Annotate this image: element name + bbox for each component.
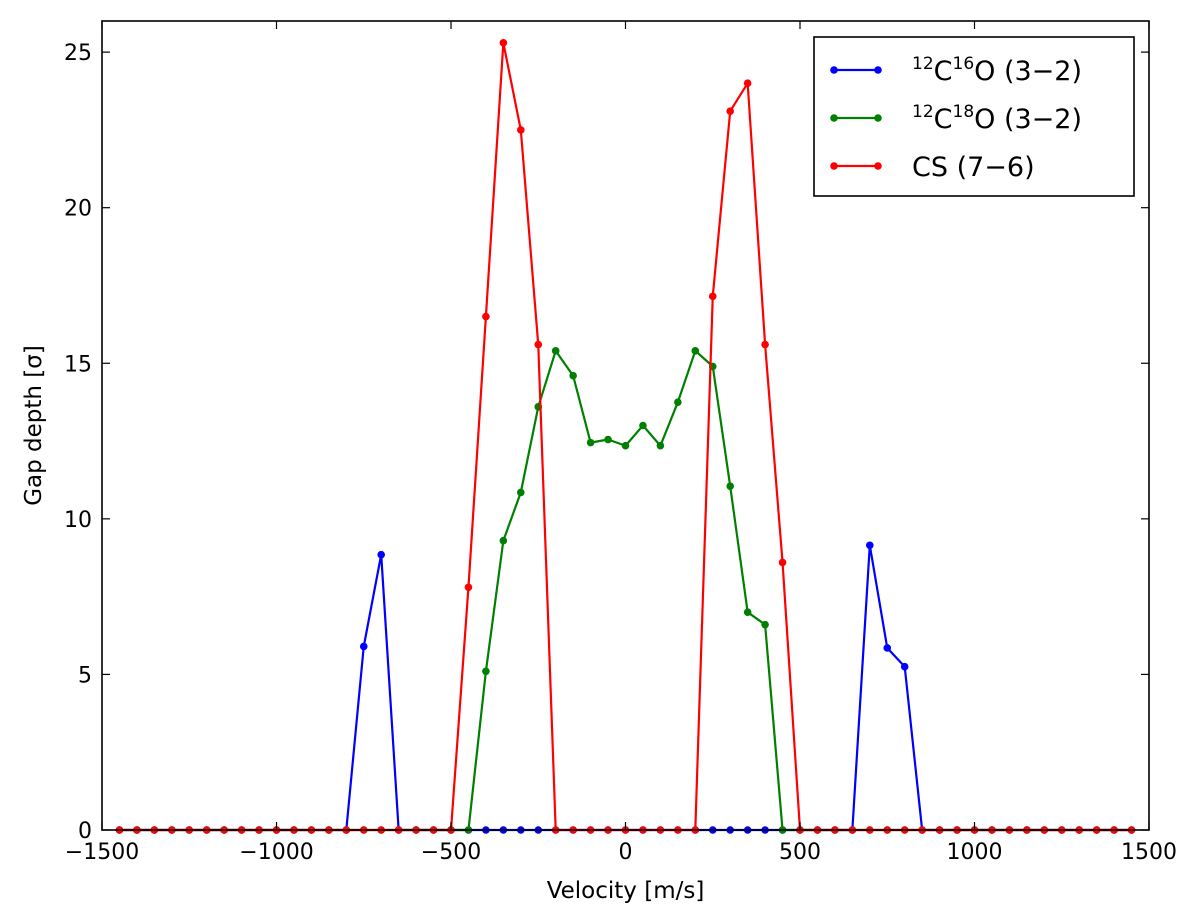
series-3-point	[761, 340, 769, 349]
series-3-point	[726, 107, 734, 116]
series-3-point	[517, 126, 525, 134]
legend-label: 12C16O (3−2)	[912, 54, 1082, 87]
series-2-point	[517, 488, 525, 497]
series-2-point	[569, 371, 577, 380]
x-axis-label: Velocity [m/s]	[547, 878, 705, 904]
series-2-point	[482, 667, 490, 676]
x-tick-label: 0	[619, 840, 633, 865]
legend: 12C16O (3−2) 12C18O (3−2) CS (7−6)	[813, 36, 1135, 197]
series-1-point	[359, 642, 368, 651]
y-tick-label: 0	[78, 819, 92, 844]
series-2-point	[691, 347, 700, 355]
series-2-point	[586, 438, 595, 447]
series-3-point	[499, 38, 508, 47]
legend-box	[813, 36, 1135, 197]
y-tick-label: 15	[64, 352, 92, 377]
legend-marker	[830, 162, 838, 170]
series-2-point	[726, 482, 734, 490]
series-3-point	[464, 583, 473, 592]
y-tick-label: 5	[78, 663, 92, 688]
series-3-point	[743, 79, 752, 88]
series-2-point	[656, 441, 665, 450]
x-tick-label: −1000	[239, 840, 313, 865]
x-tick-label: 500	[779, 840, 821, 865]
series-1-point	[900, 662, 909, 671]
legend-marker	[874, 162, 882, 170]
legend-label: CS (7−6)	[912, 152, 1035, 183]
series-1-point	[866, 541, 874, 550]
x-tick-label: 1000	[947, 840, 1003, 865]
axes-layer: −1500 −1000 −500 0 500 1000 1500 0 5 10 15 20 25	[64, 20, 1177, 865]
series-2-point	[674, 398, 682, 406]
legend-marker	[830, 114, 838, 122]
y-axis-label: Gap depth [σ]	[21, 345, 47, 506]
series-2-point	[551, 347, 560, 355]
y-tick-label: 10	[64, 508, 92, 533]
legend-marker	[874, 66, 882, 74]
series-2-point	[621, 441, 630, 450]
legend-label: 12C18O (3−2)	[912, 102, 1082, 135]
series-3-point	[482, 312, 490, 321]
series-3-point	[534, 340, 543, 349]
y-tick-label: 25	[64, 41, 92, 66]
x-tick-label: 1500	[1121, 840, 1177, 865]
legend-marker	[830, 66, 838, 74]
x-tick-label: −500	[421, 840, 481, 865]
legend-marker	[874, 114, 882, 122]
series-2-point	[761, 620, 769, 629]
series-2-point	[743, 608, 752, 616]
series-2-point	[499, 536, 508, 545]
y-tick-label: 20	[64, 197, 92, 222]
series-2-point	[604, 435, 612, 444]
series-1-point	[883, 644, 892, 652]
x-tick-label: −1500	[65, 840, 139, 865]
series-3-point	[708, 292, 717, 301]
series-2-point	[639, 421, 647, 430]
series-3-point	[778, 558, 787, 567]
series-1-point	[377, 550, 386, 559]
